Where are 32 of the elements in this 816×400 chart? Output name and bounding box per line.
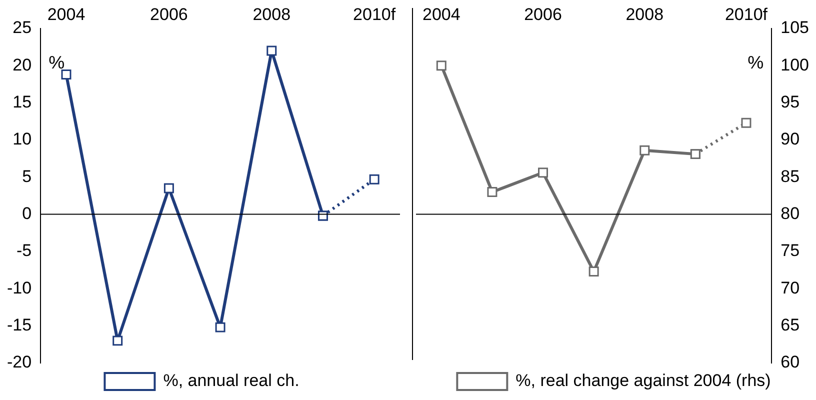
- legend-label: %, real change against 2004 (rhs): [516, 371, 771, 390]
- y-tick-label: -5: [16, 241, 32, 260]
- annotation: %: [748, 52, 764, 72]
- x-tick-label: 2010f: [353, 4, 396, 24]
- y-tick-label: 65: [780, 316, 800, 335]
- x-tick-label: 2008: [252, 4, 291, 24]
- x-tick-label: 2008: [626, 4, 664, 24]
- y-tick-label: 85: [780, 166, 800, 186]
- y-tick-label: 90: [780, 130, 800, 149]
- annotation: %: [48, 52, 65, 72]
- x-tick-label: 2010f: [724, 4, 768, 24]
- y-tick-label: 70: [780, 278, 800, 298]
- y-tick-label: 75: [780, 241, 800, 260]
- y-tick-label: 80: [780, 204, 800, 223]
- x-tick-label: 2006: [150, 4, 188, 24]
- y-tick-label: -20: [6, 352, 32, 372]
- y-tick-label: 5: [22, 166, 32, 186]
- y-tick-label: 15: [12, 92, 32, 112]
- y-tick-label: 60: [780, 352, 800, 372]
- y-tick-label: 25: [12, 18, 32, 38]
- y-tick-label: 95: [780, 92, 800, 112]
- y-tick-label: 20: [12, 55, 32, 74]
- x-tick-label: 2006: [524, 4, 562, 24]
- y-tick-label: 100: [780, 55, 810, 74]
- y-tick-label: -10: [6, 278, 32, 298]
- x-tick-label: 2004: [422, 4, 460, 24]
- y-tick-label: 10: [12, 130, 32, 149]
- x-tick-label: 2004: [47, 4, 86, 24]
- y-tick-label: 0: [22, 204, 32, 223]
- legend-label: %, annual real ch.: [163, 371, 300, 390]
- y-tick-label: 105: [780, 18, 810, 38]
- y-tick-label: -15: [6, 316, 32, 335]
